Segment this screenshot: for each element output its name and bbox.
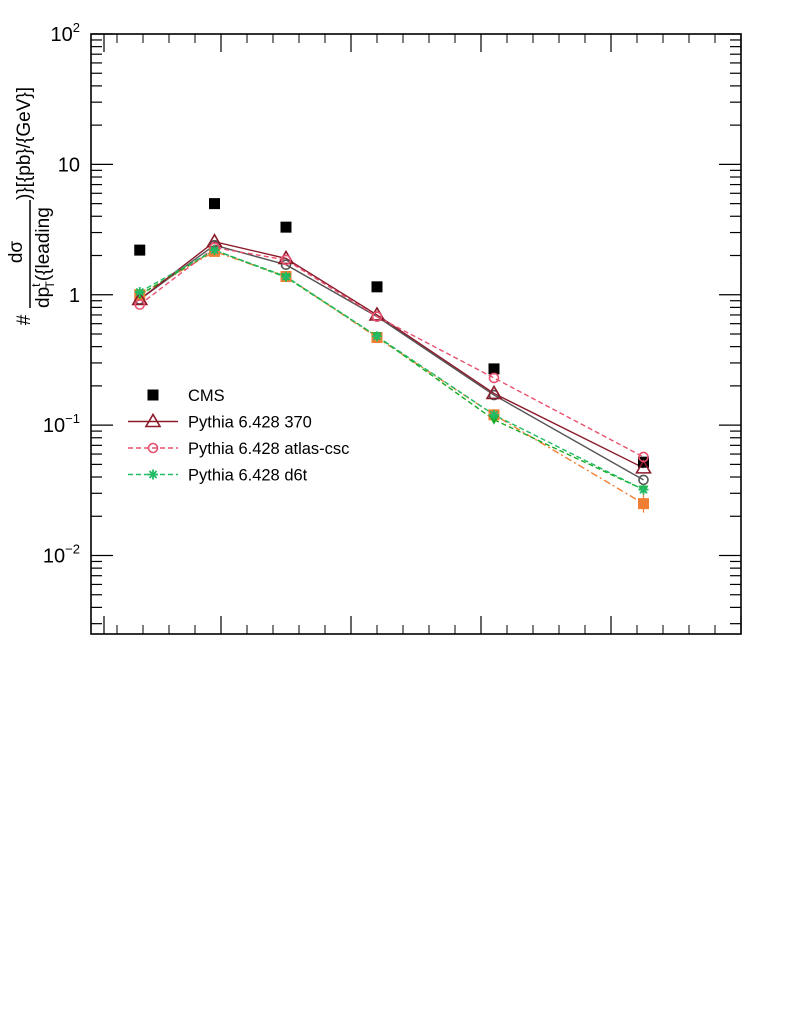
data-point-cms (371, 281, 383, 293)
y-tick-label-exp: 2 (73, 20, 80, 35)
y-axis-label-den-sup: t (29, 283, 43, 287)
y-tick-label-base: 1 (69, 285, 80, 307)
legend-entry-atlas: Pythia 6.428 atlas-csc (128, 440, 349, 458)
legend-marker (147, 442, 159, 454)
y-axis-label-numerator: dσ (6, 241, 27, 264)
series-markers (131, 198, 652, 510)
y-tick-label-base: 10 (43, 546, 65, 568)
data-point-dark (280, 259, 292, 271)
y-tick-label: 1 (69, 285, 80, 307)
legend-marker (147, 389, 159, 401)
data-point-atlas (280, 254, 292, 266)
legend-marker (148, 469, 158, 480)
legend-entry-p370: Pythia 6.428 370 (128, 412, 312, 432)
y-axis-label-denominator: dptT({leading (29, 207, 57, 308)
y-axis-label-prefix: # (14, 314, 35, 325)
legend-marker (144, 412, 162, 428)
series-lines (139, 240, 645, 513)
data-point-cms (209, 198, 220, 210)
legend-label: Pythia 6.428 370 (188, 414, 312, 432)
y-axis-label-den-main: dp (33, 287, 54, 308)
series-line-atlas (139, 246, 644, 458)
y-tick-label-exp: −2 (65, 542, 80, 557)
data-point-atlas (134, 299, 146, 310)
data-point-d6t (209, 245, 220, 256)
data-point-dark (638, 474, 649, 486)
y-tick-label-base: 10 (58, 154, 80, 176)
y-tick-label: 10−1 (43, 411, 80, 437)
y-tick-label: 10 (58, 154, 80, 176)
legend-label: Pythia 6.428 atlas-csc (188, 440, 349, 458)
data-point-d6t (281, 271, 291, 282)
data-point-p370 (485, 384, 503, 400)
data-point-atlas (638, 451, 649, 463)
series-line-dark (139, 244, 644, 481)
data-point-orange (638, 498, 649, 510)
y-tick-label-base: 10 (51, 24, 73, 46)
data-point-d6t (372, 331, 382, 342)
y-axis-label: # dσ dptT({leading )}[{pb}/{GeV}] (6, 87, 57, 325)
y-tick-label-base: 10 (43, 415, 65, 437)
plot-frame (90, 33, 742, 635)
y-axis-label-den-sub: T (43, 281, 57, 289)
y-tick-label-exp: −1 (65, 411, 80, 426)
data-point-cms (134, 244, 146, 256)
data-point-p370 (635, 459, 652, 474)
data-point-atlas (371, 311, 383, 322)
series-line-p370 (139, 240, 644, 469)
legend-entry-cms: CMS (147, 387, 225, 405)
data-point-d6t (638, 484, 649, 495)
series-line-d6t (139, 249, 644, 491)
data-point-cms (488, 363, 500, 375)
data-point-p370 (131, 290, 149, 306)
legend-entry-d6t: Pythia 6.428 d6t (128, 467, 308, 485)
y-tick-label: 102 (51, 20, 80, 46)
data-point-cms (280, 221, 292, 233)
legend: CMS Pythia 6.428 370 Pythia 6.428 atlas-cs… (128, 387, 349, 485)
data-point-d6t (134, 286, 145, 297)
axis-ticks (91, 33, 742, 634)
data-point-d6t (489, 409, 499, 420)
data-point-atlas (488, 372, 500, 384)
y-tick-label: 10−2 (43, 542, 80, 568)
legend-label: CMS (188, 387, 225, 405)
legend-label: Pythia 6.428 d6t (188, 467, 308, 485)
y-axis-label-suffix: )}[{pb}/{GeV}] (14, 87, 35, 200)
y-axis-label-den-rest: ({leading (33, 207, 54, 281)
